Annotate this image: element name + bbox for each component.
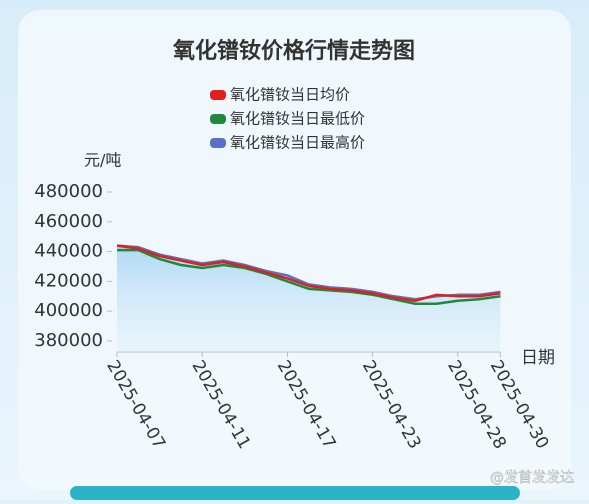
legend-label: 氧化镨钕当日最低价 (230, 110, 365, 128)
y-tick-label: 380000 (34, 330, 103, 351)
legend-label: 氧化镨钕当日最高价 (230, 134, 365, 152)
y-tick-label: 440000 (34, 241, 103, 262)
bottom-bar (70, 486, 520, 500)
series-line (116, 244, 501, 303)
card (18, 10, 571, 490)
x-axis-label: 日期 (521, 348, 555, 368)
series-line (116, 244, 501, 301)
legend-label: 氧化镨钕当日均价 (230, 86, 350, 104)
y-tick-label: 480000 (34, 181, 103, 202)
y-tick-label: 460000 (34, 211, 103, 232)
y-tick-label: 420000 (34, 270, 103, 291)
watermark: @发首发发达 (490, 470, 574, 486)
legend-swatch (210, 90, 226, 100)
area-fill (117, 245, 501, 352)
chart-title: 氧化镨钕价格行情走势图 (172, 38, 415, 64)
legend-swatch (210, 114, 226, 124)
y-axis-label: 元/吨 (84, 151, 121, 170)
legend-swatch (210, 138, 226, 148)
series-line (117, 248, 501, 305)
y-tick-label: 400000 (34, 300, 103, 321)
